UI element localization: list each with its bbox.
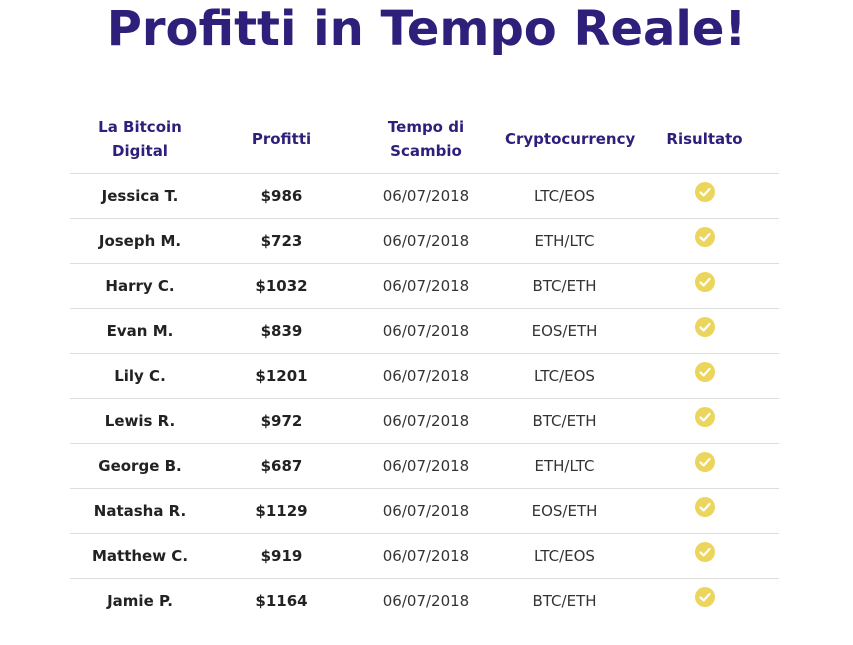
- cell-result: [630, 452, 779, 476]
- table-row: Jamie P. $1164 06/07/2018 BTC/ETH: [70, 579, 779, 623]
- cell-date: 06/07/2018: [382, 187, 470, 205]
- cell-name: Lewis R.: [104, 412, 176, 430]
- column-header-date: Tempo di Scambio: [387, 118, 465, 160]
- cell-result: [630, 587, 779, 611]
- cell-profit: $1201: [255, 367, 308, 385]
- table-row: Joseph M. $723 06/07/2018 ETH/LTC: [70, 219, 779, 264]
- cell-crypto: ETH/LTC: [534, 457, 595, 475]
- table-row: Natasha R. $1129 06/07/2018 EOS/ETH: [70, 489, 779, 534]
- cell-profit: $972: [260, 412, 303, 430]
- table-row: Evan M. $839 06/07/2018 EOS/ETH: [70, 309, 779, 354]
- cell-crypto: ETH/LTC: [534, 232, 595, 250]
- cell-date: 06/07/2018: [382, 457, 470, 475]
- cell-date: 06/07/2018: [382, 367, 470, 385]
- cell-name: Natasha R.: [93, 502, 187, 520]
- column-header-crypto: Cryptocurrency: [505, 130, 636, 148]
- check-circle-icon: [694, 407, 715, 427]
- table-row: Matthew C. $919 06/07/2018 LTC/EOS: [70, 534, 779, 579]
- profits-table: La Bitcoin Digital Profitti Tempo di Sca…: [70, 105, 779, 623]
- cell-date: 06/07/2018: [382, 412, 470, 430]
- cell-result: [630, 272, 779, 296]
- cell-crypto: BTC/ETH: [532, 412, 597, 430]
- cell-crypto: BTC/ETH: [532, 592, 597, 610]
- cell-result: [630, 227, 779, 251]
- cell-name: Joseph M.: [98, 232, 182, 250]
- check-circle-icon: [694, 362, 715, 382]
- check-circle-icon: [694, 497, 715, 517]
- cell-date: 06/07/2018: [382, 277, 470, 295]
- cell-name: George B.: [98, 457, 182, 475]
- column-header-profit: Profitti: [251, 130, 312, 148]
- cell-name: Jessica T.: [101, 187, 179, 205]
- cell-name: Harry C.: [105, 277, 175, 295]
- cell-profit: $839: [260, 322, 303, 340]
- cell-result: [630, 542, 779, 566]
- cell-result: [630, 317, 779, 341]
- cell-profit: $687: [260, 457, 303, 475]
- cell-name: Matthew C.: [91, 547, 189, 565]
- cell-result: [630, 497, 779, 521]
- check-circle-icon: [694, 452, 715, 472]
- cell-crypto: LTC/EOS: [534, 547, 595, 565]
- cell-date: 06/07/2018: [382, 322, 470, 340]
- cell-result: [630, 407, 779, 431]
- cell-crypto: LTC/EOS: [534, 367, 595, 385]
- cell-crypto: EOS/ETH: [531, 502, 598, 520]
- cell-date: 06/07/2018: [382, 592, 470, 610]
- cell-result: [630, 362, 779, 386]
- check-circle-icon: [694, 182, 715, 202]
- check-circle-icon: [694, 542, 715, 562]
- cell-result: [630, 182, 779, 206]
- table-row: Jessica T. $986 06/07/2018 LTC/EOS: [70, 174, 779, 219]
- cell-date: 06/07/2018: [382, 502, 470, 520]
- cell-profit: $986: [260, 187, 303, 205]
- table-row: George B. $687 06/07/2018 ETH/LTC: [70, 444, 779, 489]
- cell-date: 06/07/2018: [382, 547, 470, 565]
- cell-profit: $1164: [255, 592, 308, 610]
- cell-crypto: EOS/ETH: [531, 322, 598, 340]
- cell-profit: $723: [260, 232, 303, 250]
- cell-profit: $1032: [255, 277, 308, 295]
- cell-date: 06/07/2018: [382, 232, 470, 250]
- check-circle-icon: [694, 587, 715, 607]
- cell-name: Jamie P.: [107, 592, 173, 610]
- table-row: Harry C. $1032 06/07/2018 BTC/ETH: [70, 264, 779, 309]
- table-row: Lily C. $1201 06/07/2018 LTC/EOS: [70, 354, 779, 399]
- column-header-result: Risultato: [666, 130, 743, 148]
- table-row: Lewis R. $972 06/07/2018 BTC/ETH: [70, 399, 779, 444]
- cell-name: Lily C.: [114, 367, 166, 385]
- table-header: La Bitcoin Digital Profitti Tempo di Sca…: [70, 105, 779, 174]
- page-title: Profitti in Tempo Reale!: [106, 1, 747, 57]
- check-circle-icon: [694, 317, 715, 337]
- check-circle-icon: [694, 272, 715, 292]
- cell-profit: $1129: [255, 502, 308, 520]
- cell-crypto: BTC/ETH: [532, 277, 597, 295]
- cell-name: Evan M.: [106, 322, 174, 340]
- column-header-name: La Bitcoin Digital: [98, 118, 182, 160]
- cell-profit: $919: [260, 547, 303, 565]
- cell-crypto: LTC/EOS: [534, 187, 595, 205]
- check-circle-icon: [694, 227, 715, 247]
